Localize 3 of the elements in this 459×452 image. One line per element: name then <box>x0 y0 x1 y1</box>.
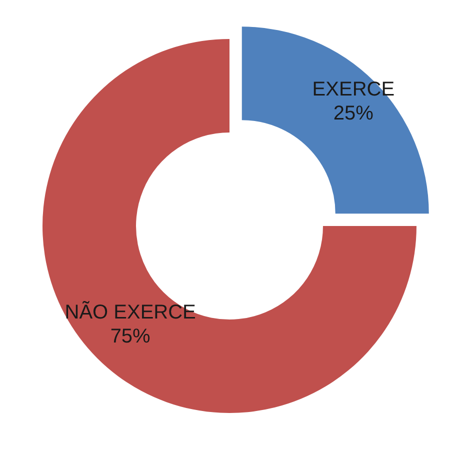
slice-label: NÃO EXERCE <box>64 300 196 324</box>
data-label: 75% <box>110 326 151 348</box>
data-label: 25% <box>333 102 374 125</box>
